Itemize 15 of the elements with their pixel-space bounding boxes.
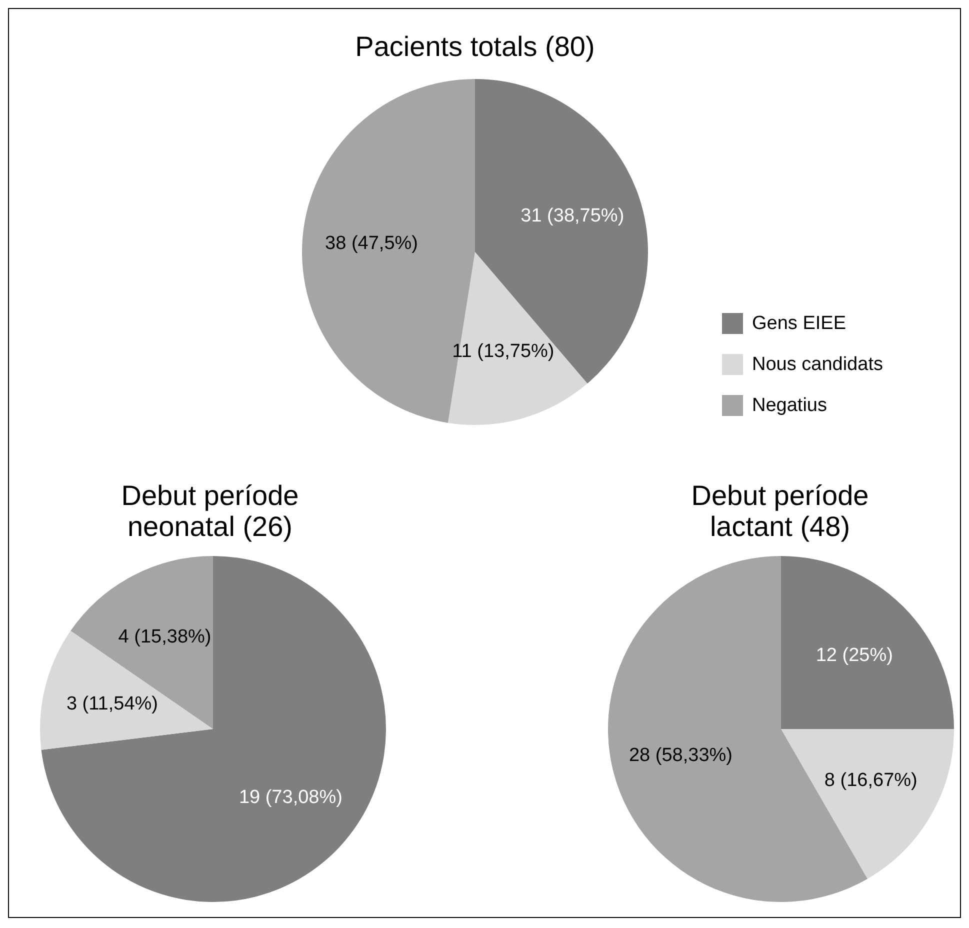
chart-title: Debut període lactant (48) bbox=[690, 480, 870, 542]
data-label: 4 (15,38%) bbox=[118, 626, 212, 648]
data-label: 8 (16,67%) bbox=[824, 770, 918, 792]
legend-label: Negatius bbox=[752, 394, 827, 416]
data-label: 3 (11,54%) bbox=[66, 693, 158, 714]
legend-label: Gens EIEE bbox=[752, 312, 846, 334]
chart-title: Pacients totals (80) bbox=[354, 31, 596, 62]
data-label: 12 (25%) bbox=[816, 644, 893, 666]
data-label: 38 (47,5%) bbox=[325, 233, 418, 254]
data-label: 11 (13,75%) bbox=[452, 341, 554, 362]
legend-label: Nous candidats bbox=[752, 354, 883, 376]
data-label: 28 (58,33%) bbox=[628, 745, 732, 766]
data-label: 31 (38,75%) bbox=[520, 205, 624, 226]
data-label: 19 (73,08%) bbox=[238, 787, 342, 808]
chart-title: Debut període neonatal (26) bbox=[120, 480, 300, 542]
